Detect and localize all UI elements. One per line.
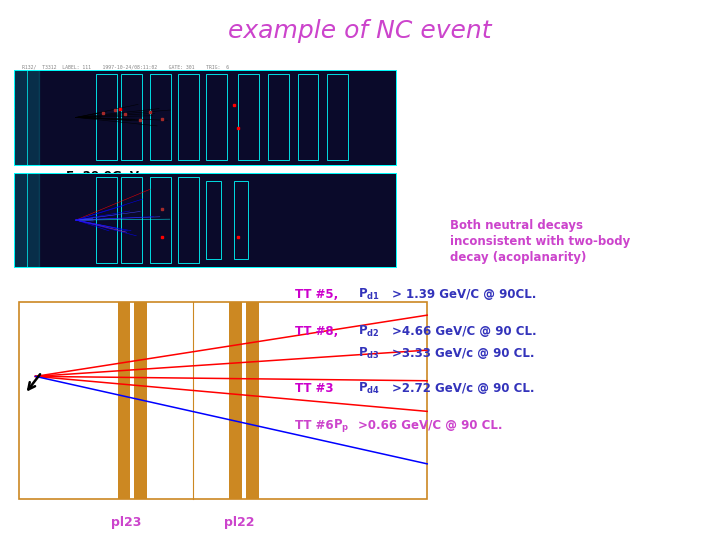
Text: $\mathbf{P}_{\mathbf{p}}$: $\mathbf{P}_{\mathbf{p}}$ xyxy=(333,417,349,434)
Bar xyxy=(229,302,242,499)
Text: > 1.39 GeV/C @ 90CL.: > 1.39 GeV/C @ 90CL. xyxy=(392,288,537,301)
Text: TT #5,: TT #5, xyxy=(295,288,338,301)
Text: $\mathbf{P}_{\mathbf{d1}}$: $\mathbf{P}_{\mathbf{d1}}$ xyxy=(358,287,379,302)
Bar xyxy=(96,75,117,160)
Text: inconsistent with two-body: inconsistent with two-body xyxy=(450,235,630,248)
Bar xyxy=(135,302,147,499)
Bar xyxy=(268,75,289,160)
Bar xyxy=(297,75,318,160)
Bar xyxy=(238,75,259,160)
Text: pl23: pl23 xyxy=(111,516,141,529)
Bar xyxy=(233,181,248,259)
Bar xyxy=(207,75,228,160)
Text: $\mathbf{P}_{\mathbf{d2}}$: $\mathbf{P}_{\mathbf{d2}}$ xyxy=(358,323,379,339)
Text: decay (acoplanarity): decay (acoplanarity) xyxy=(450,251,586,264)
Bar xyxy=(207,181,221,259)
Text: >2.72 GeV/c @ 90 CL.: >2.72 GeV/c @ 90 CL. xyxy=(392,382,535,395)
Text: $\mathbf{P}_{\mathbf{d3}}$: $\mathbf{P}_{\mathbf{d3}}$ xyxy=(358,346,379,361)
Text: E=29.9GeV: E=29.9GeV xyxy=(66,170,140,183)
Bar xyxy=(246,302,258,499)
Bar xyxy=(150,75,171,160)
Text: R132/  T3312  LABEL: 111    1997-10-24/08:11:02    GATE: 301    TRIG:  6: R132/ T3312 LABEL: 111 1997-10-24/08:11:… xyxy=(22,65,229,70)
Text: TT #8,: TT #8, xyxy=(295,325,338,338)
Text: >0.66 GeV/C @ 90 CL.: >0.66 GeV/C @ 90 CL. xyxy=(358,419,503,432)
Bar xyxy=(14,70,39,165)
Text: example of NC event: example of NC event xyxy=(228,19,492,43)
Bar xyxy=(117,302,130,499)
Bar xyxy=(178,177,199,263)
Bar xyxy=(178,75,199,160)
Bar xyxy=(122,177,143,263)
Text: TT #3: TT #3 xyxy=(295,382,333,395)
Bar xyxy=(150,177,171,263)
Text: Both neutral decays: Both neutral decays xyxy=(450,219,583,232)
Text: >3.33 GeV/c @ 90 CL.: >3.33 GeV/c @ 90 CL. xyxy=(392,347,535,360)
Text: TT #6: TT #6 xyxy=(295,419,334,432)
Text: pl22: pl22 xyxy=(225,516,255,529)
Bar xyxy=(14,173,39,267)
Bar xyxy=(96,177,117,263)
Bar xyxy=(122,75,143,160)
Text: $\mathbf{P}_{\mathbf{d4}}$: $\mathbf{P}_{\mathbf{d4}}$ xyxy=(358,381,380,396)
Bar xyxy=(327,75,348,160)
Text: >4.66 GeV/C @ 90 CL.: >4.66 GeV/C @ 90 CL. xyxy=(392,325,537,338)
